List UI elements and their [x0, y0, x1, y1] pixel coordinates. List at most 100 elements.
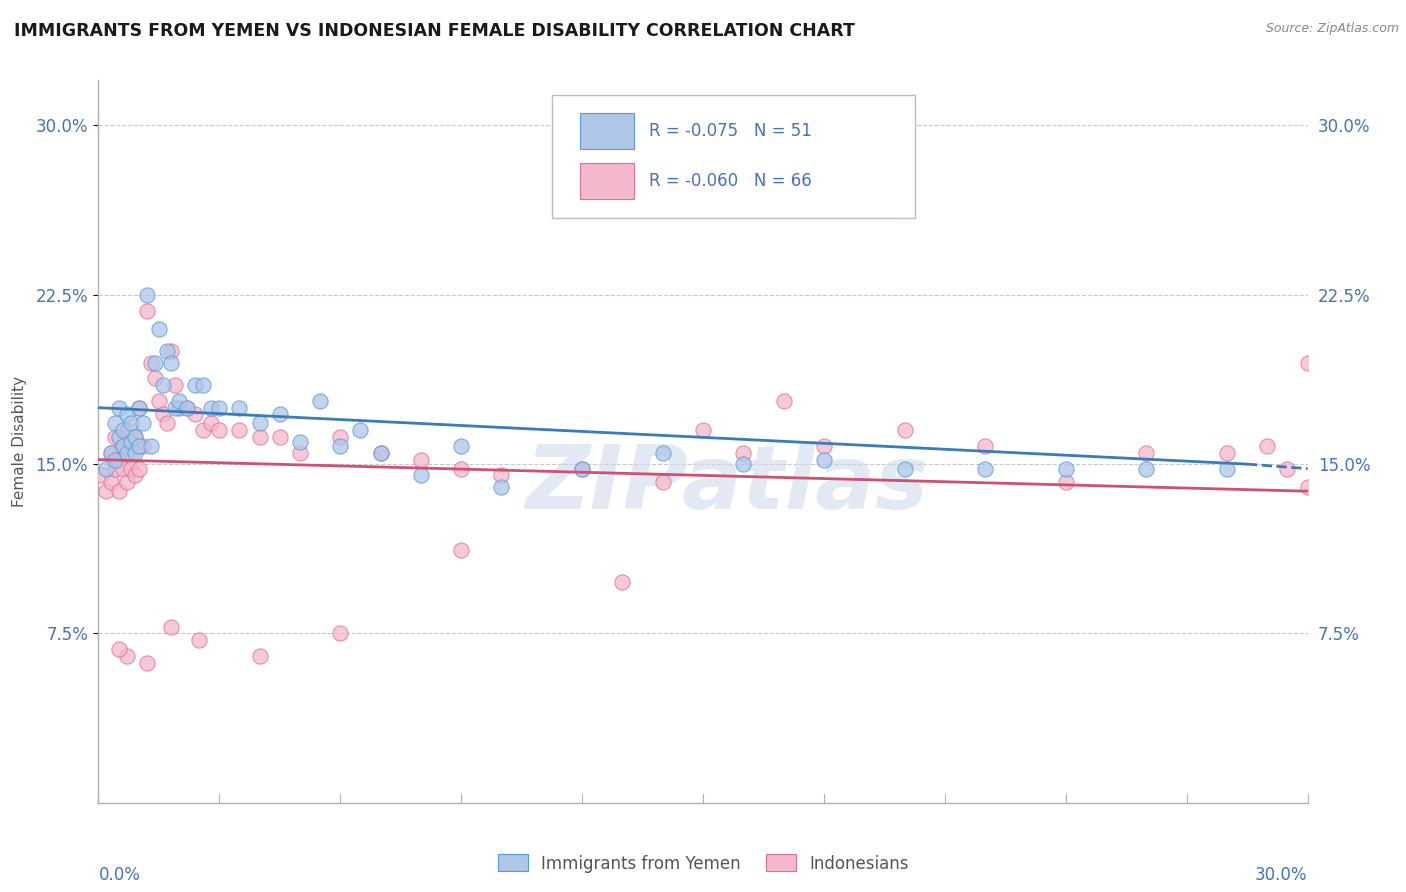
Point — [409, 468, 432, 483]
Point — [96, 461, 118, 475]
Point — [115, 408, 138, 422]
Point — [329, 626, 352, 640]
Point — [107, 484, 129, 499]
Point — [1054, 475, 1077, 490]
Point — [193, 423, 215, 437]
Point — [120, 446, 142, 460]
Point — [103, 430, 125, 444]
Point — [100, 475, 122, 490]
Point — [370, 446, 392, 460]
Point — [188, 633, 211, 648]
Point — [269, 408, 291, 422]
Point — [115, 475, 138, 490]
Point — [100, 446, 122, 460]
Point — [1054, 461, 1077, 475]
Point — [491, 468, 513, 483]
Point — [128, 401, 150, 415]
Point — [132, 417, 155, 431]
Point — [132, 439, 155, 453]
Point — [91, 468, 114, 483]
Point — [249, 417, 271, 431]
Point — [249, 430, 271, 444]
Point — [974, 439, 997, 453]
Point — [450, 439, 472, 453]
Point — [813, 452, 835, 467]
Point — [974, 461, 997, 475]
Point — [269, 430, 291, 444]
Point — [329, 430, 352, 444]
Point — [124, 446, 146, 460]
Point — [1296, 480, 1319, 494]
Point — [167, 401, 190, 415]
Point — [893, 423, 915, 437]
Point — [135, 287, 157, 301]
Point — [135, 656, 157, 670]
Point — [329, 439, 352, 453]
Text: Source: ZipAtlas.com: Source: ZipAtlas.com — [1265, 22, 1399, 36]
Point — [193, 378, 215, 392]
Point — [103, 417, 125, 431]
Point — [124, 430, 146, 444]
Point — [107, 642, 129, 657]
Text: R = -0.075   N = 51: R = -0.075 N = 51 — [648, 122, 811, 140]
Legend: Immigrants from Yemen, Indonesians: Immigrants from Yemen, Indonesians — [491, 847, 915, 880]
Point — [156, 417, 179, 431]
Point — [1256, 439, 1278, 453]
Point — [491, 480, 513, 494]
Point — [692, 423, 714, 437]
Point — [139, 355, 162, 369]
Point — [148, 321, 170, 335]
Point — [349, 423, 371, 437]
Point — [107, 430, 129, 444]
Point — [139, 439, 162, 453]
Point — [651, 446, 673, 460]
Point — [208, 401, 231, 415]
Point — [228, 401, 250, 415]
Point — [107, 401, 129, 415]
Point — [111, 439, 134, 453]
Point — [208, 423, 231, 437]
Point — [148, 393, 170, 408]
Point — [143, 371, 166, 385]
Point — [115, 423, 138, 437]
Point — [152, 378, 174, 392]
Text: 0.0%: 0.0% — [98, 866, 141, 884]
Point — [163, 401, 186, 415]
Point — [733, 457, 755, 471]
Point — [96, 484, 118, 499]
Point — [124, 430, 146, 444]
Point — [124, 468, 146, 483]
Point — [163, 378, 186, 392]
Point — [128, 461, 150, 475]
Point — [167, 393, 190, 408]
Point — [115, 648, 138, 663]
Text: R = -0.060   N = 66: R = -0.060 N = 66 — [648, 172, 811, 190]
Point — [1216, 446, 1239, 460]
Point — [160, 344, 183, 359]
Point — [309, 393, 332, 408]
Point — [120, 461, 142, 475]
Point — [228, 423, 250, 437]
Point — [176, 401, 198, 415]
Point — [103, 461, 125, 475]
Point — [120, 417, 142, 431]
Point — [1135, 446, 1157, 460]
Point — [1135, 461, 1157, 475]
Point — [115, 446, 138, 460]
Point — [370, 446, 392, 460]
Point — [450, 461, 472, 475]
Point — [1277, 461, 1299, 475]
Bar — [579, 163, 634, 200]
Text: 30.0%: 30.0% — [1256, 866, 1308, 884]
Point — [184, 408, 207, 422]
Point — [813, 439, 835, 453]
Point — [651, 475, 673, 490]
Point — [200, 417, 222, 431]
Point — [156, 344, 179, 359]
Point — [160, 620, 183, 634]
Point — [733, 446, 755, 460]
Point — [128, 439, 150, 453]
Point — [288, 434, 311, 449]
Point — [772, 393, 794, 408]
Point — [893, 461, 915, 475]
